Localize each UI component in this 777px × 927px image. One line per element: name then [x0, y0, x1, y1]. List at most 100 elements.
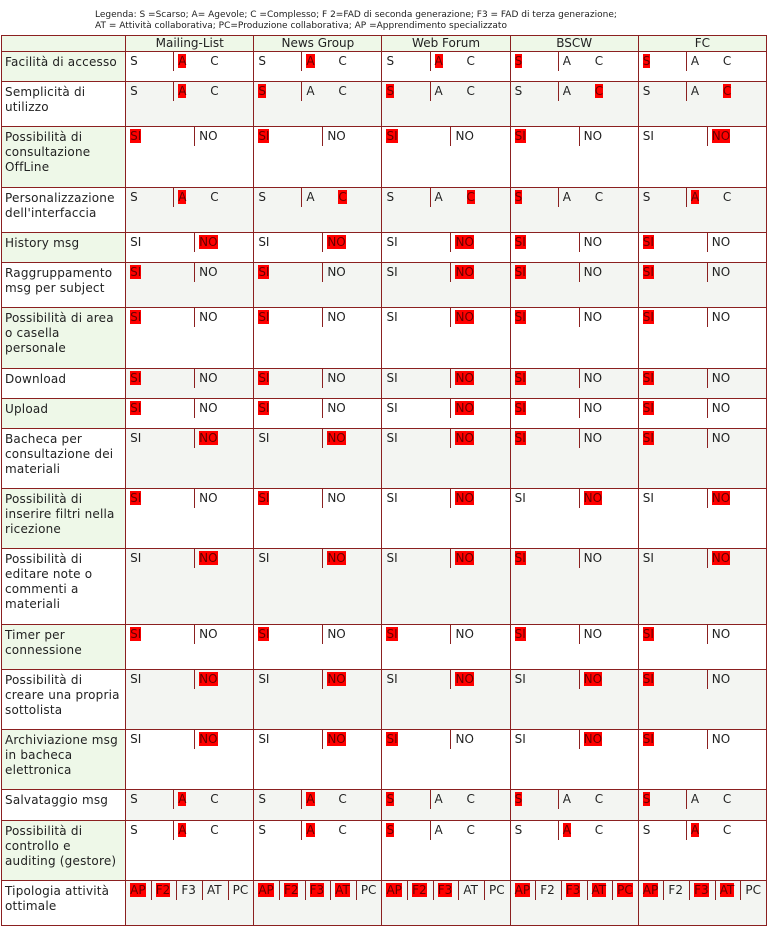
option: SI: [642, 430, 654, 445]
option-slot: SI: [639, 127, 707, 146]
cell: SI NO: [509, 488, 639, 550]
option: S: [514, 84, 523, 99]
option-slot: S: [254, 790, 301, 809]
options: SI NO: [382, 232, 509, 252]
option: NO: [711, 129, 731, 144]
option: PC: [488, 882, 505, 897]
option-slot: NO: [322, 669, 381, 689]
option: S: [642, 189, 651, 204]
option: NO: [199, 234, 218, 249]
option: NO: [455, 265, 474, 280]
options: SI NO: [511, 669, 638, 689]
options: SI NO: [511, 127, 638, 147]
options: SI NO: [382, 308, 509, 328]
option-slot: SI: [126, 730, 194, 749]
option: NO: [199, 310, 218, 325]
row-label: Possibilità di controllo e auditing (ges…: [0, 819, 127, 881]
option-slot: NO: [578, 669, 638, 689]
option: A: [562, 822, 571, 837]
option-slot: AT: [458, 880, 484, 900]
option: C: [722, 189, 732, 204]
option-slot: NO: [322, 624, 381, 644]
option-slot: NO: [194, 669, 253, 689]
option-slot: AT: [330, 880, 356, 900]
option: C: [722, 84, 732, 99]
option-slot: A: [557, 82, 591, 102]
cell: SI NO: [253, 427, 383, 490]
option-slot: NO: [578, 232, 638, 252]
option: NO: [711, 265, 731, 280]
option-slot: NO: [578, 263, 638, 283]
option: C: [338, 54, 347, 68]
option: SI: [258, 129, 270, 144]
row: Salvataggio msg S A C S A C S A C S A C S A C: [0, 789, 768, 821]
option: NO: [199, 671, 218, 686]
option-slot: PC: [483, 880, 510, 900]
cell: SI NO: [637, 126, 768, 188]
option-slot: NO: [194, 549, 253, 569]
option: SI: [514, 370, 526, 385]
option: C: [722, 54, 732, 68]
option: A: [562, 84, 571, 99]
row: Timer per connessione SI NO SI NO SI NO SI NO SI N…: [0, 623, 768, 670]
option-slot: SI: [126, 308, 194, 327]
options: SI NO: [382, 549, 509, 569]
option: SI: [258, 400, 270, 415]
cell: SI NO: [381, 307, 511, 369]
option-slot: SI: [382, 489, 450, 508]
option: S: [386, 84, 395, 99]
row-label: Salvataggio msg: [0, 789, 127, 821]
cell: SI NO: [125, 623, 255, 670]
option: NO: [199, 430, 218, 445]
options: SI NO: [254, 263, 381, 283]
option: SI: [642, 310, 654, 325]
option-slot: A: [173, 820, 206, 840]
option-slot: NO: [322, 428, 381, 448]
option-slot: NO: [706, 428, 766, 448]
option-slot: C: [463, 821, 510, 840]
option: C: [594, 792, 604, 807]
option-slot: NO: [450, 308, 509, 328]
option: C: [338, 189, 347, 204]
option-slot: S: [511, 821, 558, 840]
option-slot: C: [463, 188, 510, 207]
option-slot: NO: [578, 368, 638, 388]
option-slot: AP: [126, 881, 151, 900]
option: C: [210, 822, 219, 837]
option-slot: C: [591, 52, 638, 71]
option-slot: SI: [639, 263, 707, 282]
option-slot: C: [334, 82, 381, 101]
options: SI NO: [126, 127, 253, 147]
cell: SI NO: [253, 307, 383, 369]
option-slot: S: [639, 790, 686, 809]
option: SI: [258, 626, 270, 641]
options: SI NO: [382, 368, 509, 388]
option-slot: S: [254, 52, 301, 71]
option-slot: C: [591, 188, 638, 207]
option-slot: S: [254, 82, 301, 101]
option: NO: [455, 626, 474, 641]
option-slot: SI: [382, 127, 450, 146]
option-slot: SI: [511, 233, 579, 252]
row: Possibilità di editare note o commenti a…: [0, 548, 768, 625]
option-slot: NO: [450, 263, 509, 283]
option: S: [642, 792, 651, 807]
cell: SI NO: [637, 488, 768, 550]
option-slot: SI: [382, 263, 450, 282]
option: AP: [642, 882, 659, 897]
option: S: [514, 54, 523, 68]
option: SI: [514, 234, 526, 249]
row-label: Upload: [0, 397, 127, 429]
options: SI NO: [254, 428, 381, 448]
option: NO: [583, 491, 603, 506]
option: S: [258, 84, 266, 99]
